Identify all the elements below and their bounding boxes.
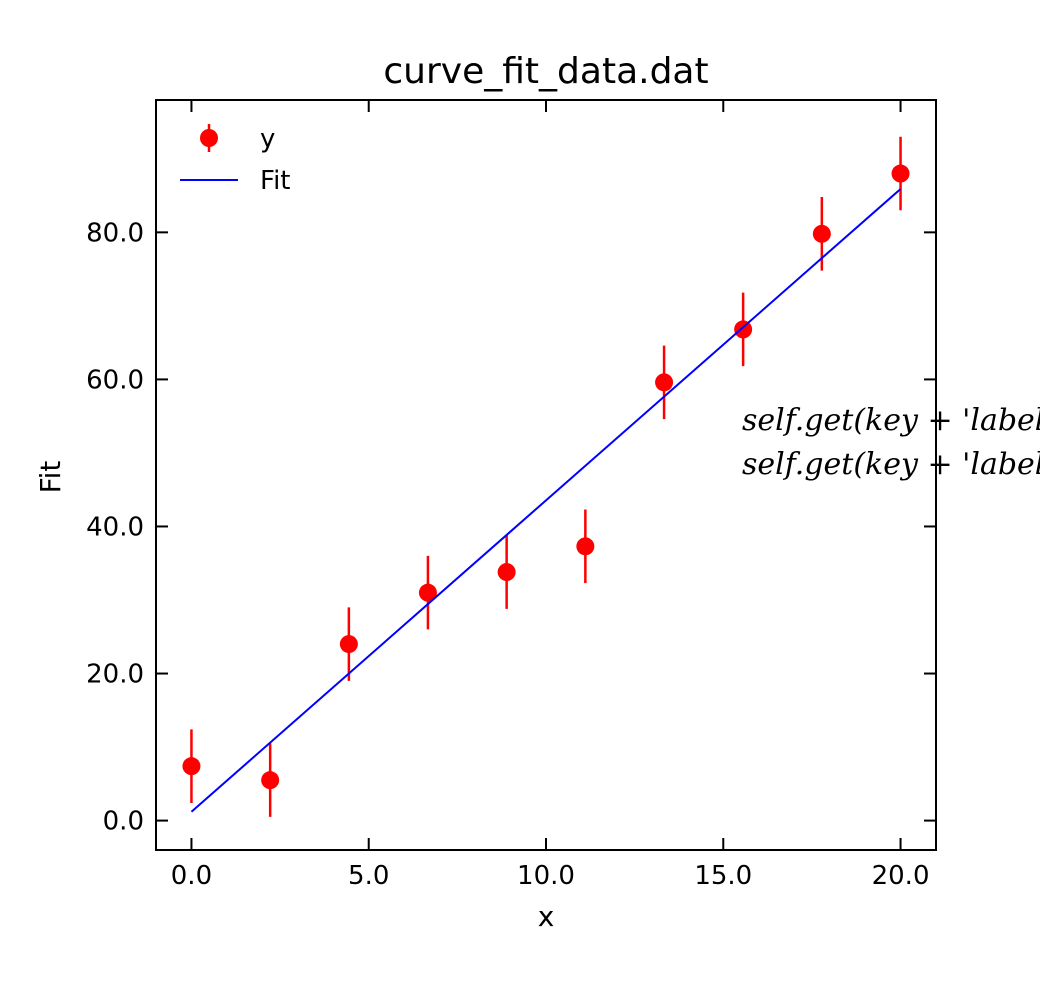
x-tick-label: 15.0 [694, 861, 752, 891]
y-tick-label: 60.0 [86, 365, 144, 395]
x-tick-label: 5.0 [348, 861, 389, 891]
legend-label: Fit [260, 166, 290, 196]
y-tick-label: 40.0 [86, 512, 144, 542]
x-tick-label: 10.0 [517, 861, 575, 891]
data-point [339, 635, 358, 654]
y-tick-label: 0.0 [103, 807, 144, 837]
x-axis-label: x [538, 900, 555, 933]
annotation-text: self.get(key + 'label [742, 447, 1040, 482]
legend-label: y [260, 124, 275, 154]
data-point [576, 537, 595, 556]
y-axis: 0.0 20.0 40.0 60.0 80.0 [86, 218, 936, 837]
y-axis-label: Fit [34, 461, 67, 494]
y-tick-label: 80.0 [86, 218, 144, 248]
fit-line [190, 188, 902, 813]
y-tick-label: 20.0 [86, 660, 144, 690]
data-point [891, 164, 910, 183]
legend: y Fit [180, 124, 290, 196]
x-tick-label: 0.0 [171, 861, 212, 891]
legend-marker-point [200, 129, 218, 147]
data-point [497, 563, 516, 582]
annotation-text: self.get(key + 'label [742, 403, 1040, 438]
data-point [655, 373, 674, 392]
x-tick-label: 20.0 [872, 861, 930, 891]
data-point [812, 224, 831, 243]
chart-title: curve_fit_data.dat [383, 51, 708, 92]
plot-area [182, 136, 910, 817]
annotations: self.get(key + 'label self.get(key + 'lab… [742, 403, 1040, 482]
data-point [418, 583, 437, 602]
data-point [261, 771, 280, 790]
data-point [182, 757, 201, 776]
x-axis: 0.0 5.0 10.0 15.0 20.0 [171, 100, 930, 891]
data-point [734, 320, 753, 339]
